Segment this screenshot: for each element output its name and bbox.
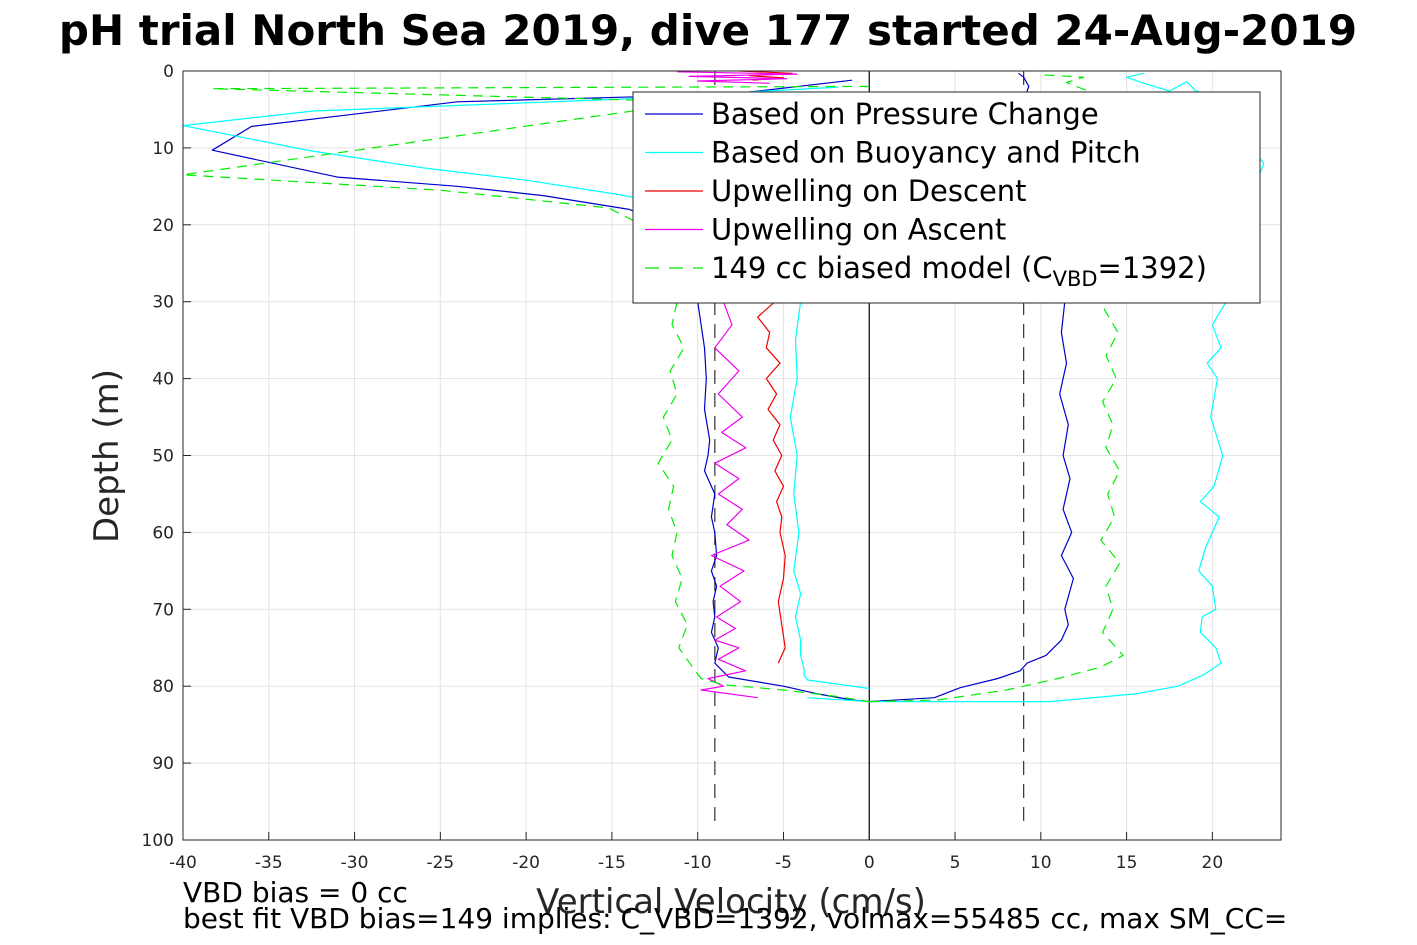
y-tick-label: 30 [152, 293, 174, 313]
x-tick-label: -35 [255, 853, 283, 873]
y-axis-label: Depth (m) [87, 369, 127, 543]
series-line-upwelling_ascent [693, 178, 762, 699]
y-tick-labels: 0 10 20 30 40 50 60 70 80 90 100 [142, 62, 191, 851]
y-tick-label: 60 [152, 523, 174, 543]
legend-label: Upwelling on Ascent [711, 213, 1006, 247]
x-tick-label: -20 [512, 853, 540, 873]
y-tick-label: 40 [152, 370, 174, 390]
footer-line-2: best fit VBD bias=149 implies: C_VBD=139… [183, 902, 1287, 935]
chart-title: pH trial North Sea 2019, dive 177 starte… [59, 6, 1357, 55]
x-tick-label: -40 [169, 853, 197, 873]
x-tick-label: 0 [864, 853, 875, 873]
x-tick-label: -10 [684, 853, 712, 873]
x-axis-label: Vertical Velocity (cm/s) [536, 882, 926, 922]
legend-label: Based on Pressure Change [711, 97, 1099, 131]
legend-box [632, 91, 1261, 304]
series-line-biased_model_ascent [869, 74, 1124, 703]
x-tick-label: 15 [1116, 853, 1138, 873]
x-tick-label: -15 [598, 853, 626, 873]
series-line-upwelling_ascent_top [677, 71, 798, 84]
x-tick-label: -25 [426, 853, 454, 873]
x-tick-label: -5 [775, 853, 792, 873]
legend-label: Upwelling on Descent [711, 174, 1027, 208]
y-tick-label: 80 [152, 677, 174, 697]
y-tick-label: 20 [152, 216, 174, 236]
legend-label: 149 cc biased model (CVBD=1392) [711, 251, 1207, 291]
legend-label-suffix: =1392) [1098, 251, 1207, 285]
x-tick-labels: -40 -35 -30 -25 -20 -15 -10 -5 0 5 10 15 20 [169, 832, 1223, 873]
y-tick-label: 70 [152, 600, 174, 620]
series-line-biased_model_descent [182, 85, 870, 703]
x-tick-label: 5 [950, 853, 961, 873]
x-tick-label: -30 [341, 853, 369, 873]
y-tick-label: 100 [142, 831, 174, 851]
y-tick-label: 0 [163, 62, 174, 82]
legend: Based on Pressure Change Based on Buoyanc… [632, 91, 1261, 304]
legend-label: Based on Buoyancy and Pitch [711, 136, 1141, 170]
legend-label-subscript: VBD [1053, 267, 1098, 291]
series-line-upwelling_descent [757, 201, 793, 664]
y-tick-label: 50 [152, 447, 174, 467]
x-tick-label: 10 [1030, 853, 1052, 873]
y-tick-label: 90 [152, 754, 174, 774]
series-line-pressure_change_descent [211, 79, 870, 703]
footer-line-1: VBD bias = 0 cc [183, 876, 408, 909]
y-tick-label: 10 [152, 139, 174, 159]
x-tick-label: 20 [1202, 853, 1224, 873]
